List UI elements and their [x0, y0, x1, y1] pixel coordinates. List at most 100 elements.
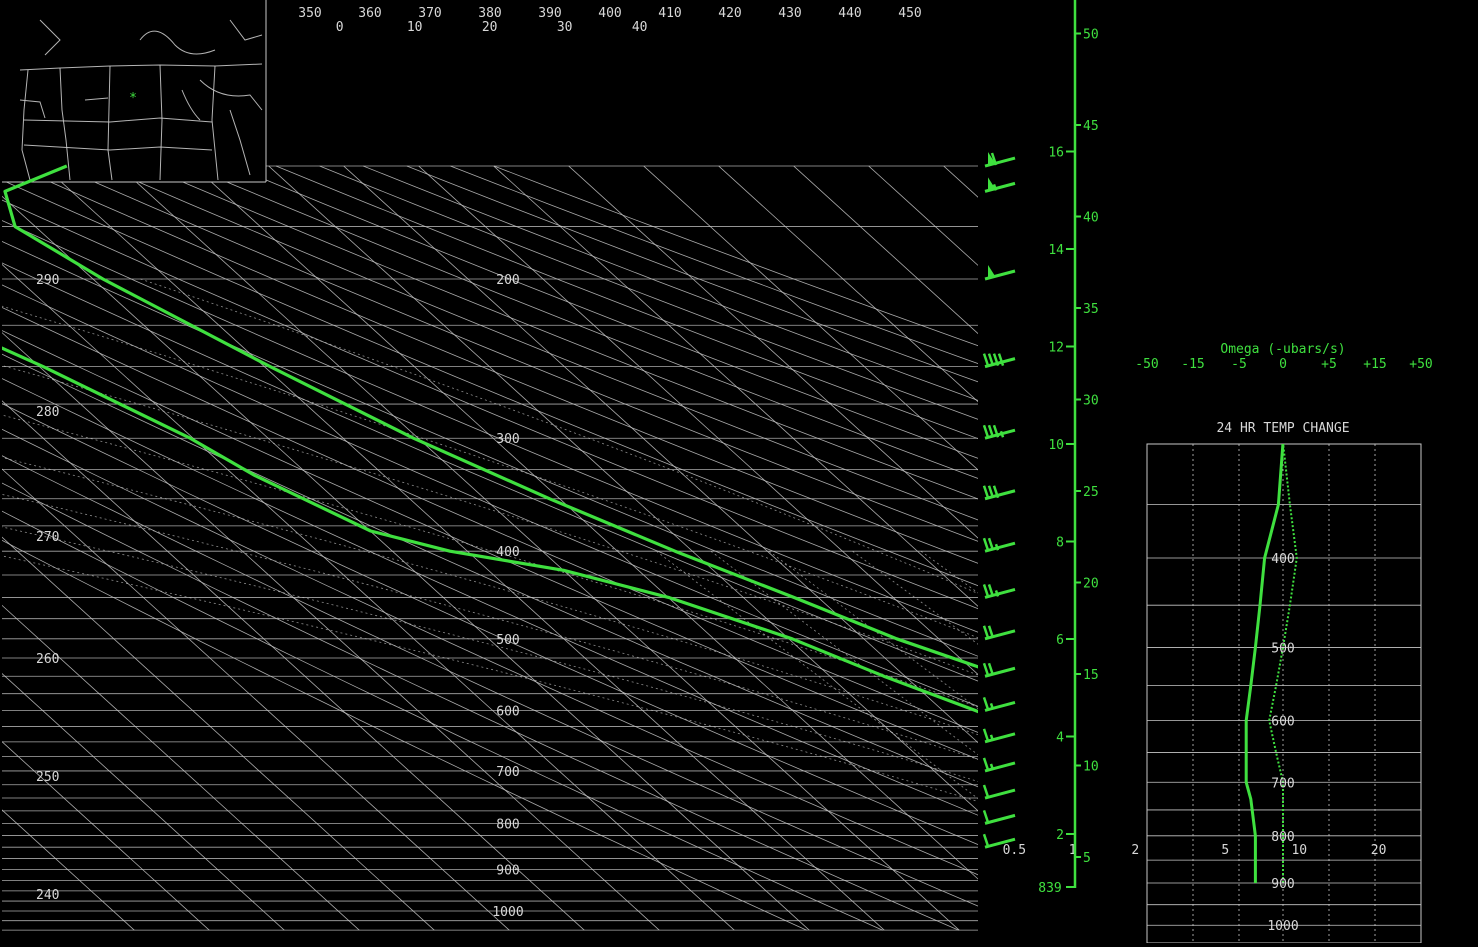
moist-adiabat-line — [0, 279, 1366, 930]
km-label: 10 — [1048, 438, 1064, 453]
temp-change-title: 24 HR TEMP CHANGE — [1216, 421, 1349, 436]
wind-barb-staff — [985, 543, 1015, 551]
wind-barb-pennant — [988, 265, 995, 278]
wind-barb-flag — [984, 425, 988, 437]
wind-barb-flag — [984, 663, 988, 675]
isotherm-line — [494, 166, 1335, 930]
wind-barb — [984, 486, 1015, 499]
dry-adiabat-line — [0, 166, 807, 930]
wind-barb-staff — [985, 763, 1015, 771]
wind-barb — [985, 265, 1015, 279]
theta-e-label: 350 — [298, 6, 321, 21]
dry-adiabat-line — [363, 166, 1478, 930]
wind-barb — [984, 663, 1015, 676]
dry-adiabat-line — [450, 166, 1478, 930]
theta-label: 270 — [36, 530, 59, 545]
mixing-ratio-line — [853, 551, 1368, 930]
wind-barb-flag — [984, 584, 988, 596]
wind-barb — [984, 758, 1015, 771]
isotherm-label: 10 — [407, 20, 423, 35]
wind-barb-staff — [985, 734, 1015, 742]
wind-barb — [984, 584, 1015, 597]
dry-adiabat-line — [0, 166, 959, 930]
wind-barb-flag — [984, 834, 988, 846]
wind-barb-flag — [984, 810, 988, 822]
dewpoint-trace — [0, 166, 1478, 870]
wind-barb — [984, 538, 1015, 551]
mixing-ratio-label: 2 — [1131, 843, 1139, 858]
isotherm-line — [0, 166, 809, 930]
pressure-label: 700 — [496, 765, 519, 780]
omega-title: Omega (-ubars/s) — [1220, 342, 1345, 357]
pressure-label: 300 — [496, 432, 519, 447]
kft-label: 35 — [1083, 302, 1099, 317]
dry-adiabat-line — [0, 166, 1111, 930]
mixing-ratio-line — [994, 551, 1478, 930]
theta-e-label: 410 — [658, 6, 681, 21]
profile-traces — [0, 166, 1478, 870]
isotherm-label: 40 — [632, 20, 648, 35]
wind-barb-pennant — [988, 177, 995, 190]
dry-adiabat-line — [407, 166, 1478, 930]
kft-label: 50 — [1083, 28, 1099, 43]
omega-tick-label: 0 — [1279, 357, 1287, 372]
theta-label: 250 — [36, 770, 59, 785]
kft-label: 40 — [1083, 211, 1099, 226]
isotherm-line — [869, 166, 1478, 930]
pressure-label: 400 — [496, 545, 519, 560]
wind-barbs — [984, 152, 1015, 847]
side-pressure-label: 500 — [1271, 641, 1294, 656]
omega-tick-label: -50 — [1135, 357, 1158, 372]
wind-barb-flag — [984, 729, 988, 741]
pressure-label: 800 — [496, 817, 519, 832]
temp-change-frame — [1147, 444, 1421, 943]
theta-e-label: 360 — [358, 6, 381, 21]
km-label: 12 — [1048, 341, 1064, 356]
omega-tick-label: -5 — [1231, 357, 1247, 372]
omega-tick-label: +15 — [1363, 357, 1386, 372]
pressure-label: 1000 — [492, 905, 523, 920]
wind-barb-staff — [985, 589, 1015, 597]
isotherm-line — [44, 166, 885, 930]
pressure-label: 900 — [496, 864, 519, 879]
isotherm-label: 20 — [482, 20, 498, 35]
mixing-ratio-label: 5 — [1221, 843, 1229, 858]
temperature-trace — [5, 166, 1478, 870]
kft-label: 20 — [1083, 577, 1099, 592]
mixing-ratio-label: 20 — [1371, 843, 1387, 858]
wind-barb — [985, 177, 1015, 191]
wind-barb — [984, 810, 1015, 823]
km-label: 14 — [1048, 243, 1064, 258]
mixing-ratio-line — [711, 551, 1210, 930]
theta-e-label: 370 — [418, 6, 441, 21]
wind-barb-staff — [985, 702, 1015, 710]
isotherm-label: 0 — [336, 20, 344, 35]
mixing-ratio-label: 10 — [1291, 843, 1307, 858]
mixing-ratio-line — [769, 551, 1275, 930]
side-pressure-label: 900 — [1271, 877, 1294, 892]
isotherm-line — [0, 166, 734, 930]
omega-tick-label: +50 — [1409, 357, 1432, 372]
theta-e-label: 400 — [598, 6, 621, 21]
wind-barb-staff — [985, 491, 1015, 499]
wind-barb-flag — [984, 354, 988, 366]
side-pressure-label: 600 — [1271, 715, 1294, 730]
omega-tick-label: +5 — [1321, 357, 1337, 372]
wind-barb-staff — [985, 430, 1015, 438]
dry-adiabat-line — [320, 166, 1478, 930]
wind-barb — [984, 425, 1015, 438]
wind-barb — [984, 729, 1015, 742]
km-label: 2 — [1056, 828, 1064, 843]
side-pressure-label: 400 — [1271, 552, 1294, 567]
theta-e-label: 430 — [778, 6, 801, 21]
side-pressure-label: 800 — [1271, 830, 1294, 845]
kft-label: 30 — [1083, 394, 1099, 409]
km-label: 16 — [1048, 146, 1064, 161]
isotherm-label: 30 — [557, 20, 573, 35]
wind-barb — [984, 697, 1015, 710]
theta-label: 240 — [36, 888, 59, 903]
wind-barb — [984, 626, 1015, 639]
